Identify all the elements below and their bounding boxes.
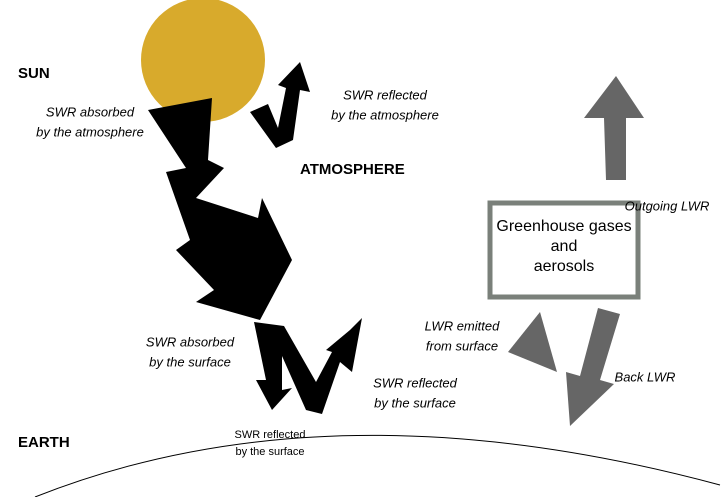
box-text: aerosols [534,258,594,275]
box-text: and [551,238,578,255]
annotation: from surface [426,338,498,353]
annotation: Back LWR [615,369,676,384]
box [487,200,641,300]
annotation: by the atmosphere [36,124,144,139]
annotation: SWR reflected [373,375,458,390]
annotation: by the surface [235,446,304,458]
sun [141,0,265,122]
arrow-lwr-emitted [508,312,557,372]
label: ATMOSPHERE [300,161,405,178]
annotation: by the surface [374,395,456,410]
earth-surface [34,434,721,497]
annotation: SWR reflected [235,429,306,441]
arrow-swr-reflected-atmosphere [250,62,310,148]
arrow-back-lwr [566,308,620,426]
label: EARTH [18,434,70,451]
annotation: LWR emitted [425,318,500,333]
arrow-swr-surface [254,318,362,414]
annotation: by the surface [149,354,231,369]
annotation: SWR reflected [343,87,428,102]
arrow-outgoing-lwr [584,76,644,180]
label: SUN [18,65,50,82]
annotation: Outgoing LWR [625,198,710,213]
annotation: SWR absorbed [146,334,235,349]
box-text: Greenhouse gases [496,218,631,235]
arrow-swr-incoming [148,98,292,320]
annotation: SWR absorbed [46,104,135,119]
annotation: by the atmosphere [331,107,439,122]
